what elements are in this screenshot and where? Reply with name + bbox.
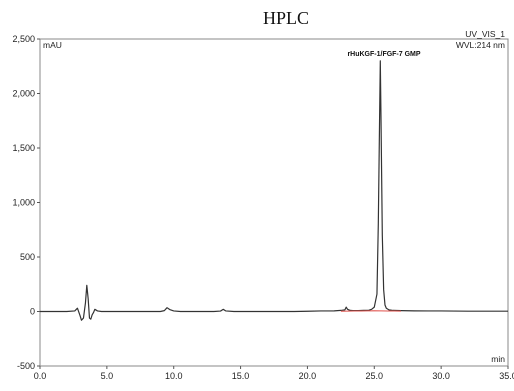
y-tick-label: 500 (20, 252, 35, 262)
y-tick-label: 1,000 (12, 198, 35, 208)
wavelength-label: WVL:214 nm (456, 40, 505, 50)
y-axis-unit-label: mAU (43, 40, 62, 50)
x-tick-label: 5.0 (101, 371, 114, 381)
x-axis-unit-label: min (491, 354, 505, 364)
chromatogram-trace (40, 60, 508, 321)
y-tick-label: 0 (30, 307, 35, 317)
x-tick-label: 20.0 (299, 371, 317, 381)
y-tick-label: -500 (17, 361, 35, 371)
channel-label: UV_VIS_1 (465, 29, 505, 39)
x-tick-label: 10.0 (165, 371, 183, 381)
peak-label: rHuKGF-1/FGF-7 GMP (347, 51, 420, 58)
y-tick-label: 2,000 (12, 89, 35, 99)
x-tick-label: 0.0 (34, 371, 47, 381)
x-tick-label: 30.0 (432, 371, 450, 381)
x-axis: 0.0 5.0 10.0 15.0 20.0 25.0 30.0 35.0 (34, 366, 514, 381)
y-tick-label: 2,500 (12, 34, 35, 44)
y-tick-label: 1,500 (12, 143, 35, 153)
x-tick-label: 35.0 (499, 371, 514, 381)
y-axis: -500 0 500 1,000 1,500 2,000 2,500 (12, 34, 40, 371)
x-tick-label: 15.0 (232, 371, 250, 381)
plot-frame (39, 38, 509, 367)
baseline-trace (340, 310, 402, 312)
chart-title: HPLC (263, 8, 309, 28)
series-layer (40, 60, 508, 321)
x-tick-label: 25.0 (366, 371, 384, 381)
